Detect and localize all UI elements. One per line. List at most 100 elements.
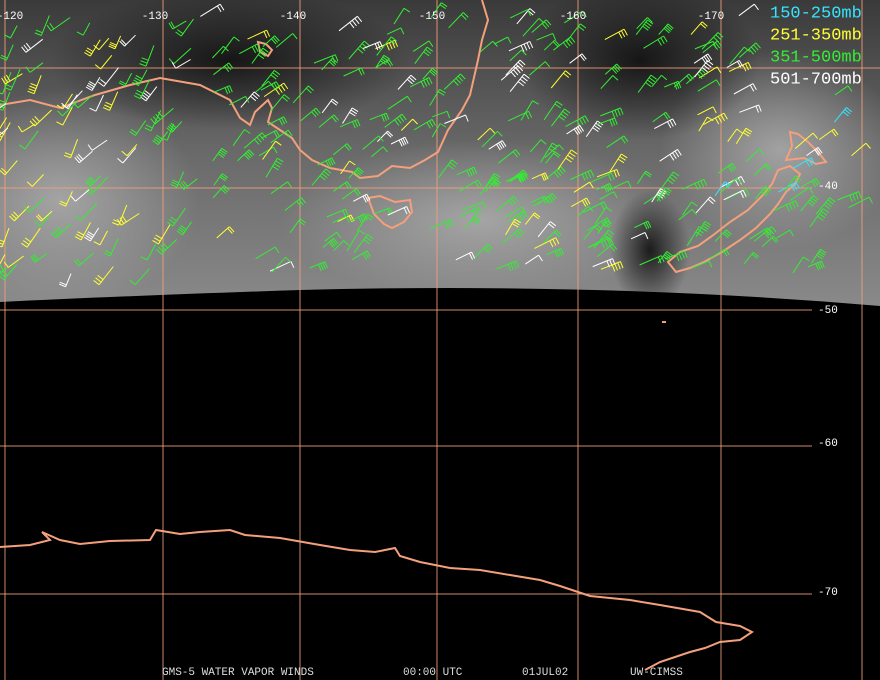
wind-barb bbox=[739, 104, 762, 113]
wind-barb bbox=[508, 40, 534, 53]
wind-barb bbox=[338, 15, 363, 32]
wind-barb bbox=[74, 252, 94, 267]
wind-barb bbox=[544, 166, 566, 181]
wind-barb bbox=[228, 95, 250, 106]
wind-barb bbox=[166, 121, 183, 133]
coastlines bbox=[0, 0, 828, 671]
longitude-label: -160 bbox=[560, 11, 586, 23]
wind-barb bbox=[540, 142, 559, 163]
wind-barb bbox=[834, 85, 853, 96]
wind-barb bbox=[496, 196, 519, 212]
wind-barb bbox=[509, 73, 530, 93]
wind-barb bbox=[636, 17, 653, 30]
wind-barb bbox=[639, 255, 665, 266]
wind-barb bbox=[75, 202, 98, 221]
wind-barb bbox=[414, 46, 433, 64]
wind-barb bbox=[129, 120, 147, 136]
wind-barb bbox=[216, 226, 235, 239]
wind-barb bbox=[596, 169, 620, 178]
wind-barb bbox=[807, 260, 825, 271]
wind-barb bbox=[56, 106, 73, 126]
wind-barb bbox=[589, 237, 614, 249]
wind-barb bbox=[522, 18, 545, 37]
wind-barb bbox=[270, 181, 293, 195]
wind-barb bbox=[321, 98, 339, 114]
wind-barb bbox=[815, 197, 836, 215]
wind-barb bbox=[87, 139, 108, 151]
wind-barb bbox=[481, 131, 503, 148]
wind-barb bbox=[413, 118, 436, 131]
wind-barb bbox=[140, 244, 156, 261]
wind-barb bbox=[108, 35, 122, 50]
wind-barb bbox=[17, 123, 36, 133]
wind-barb bbox=[656, 187, 672, 202]
wind-barb bbox=[213, 62, 234, 76]
wind-barb bbox=[93, 37, 110, 51]
wind-barb bbox=[651, 74, 668, 87]
wind-barb bbox=[85, 77, 101, 91]
wind-barb bbox=[536, 32, 556, 41]
wind-barb bbox=[719, 177, 742, 194]
wind-barb bbox=[387, 95, 412, 110]
wind-barb bbox=[4, 68, 21, 91]
wind-barb bbox=[340, 119, 361, 129]
wind-barb bbox=[324, 231, 342, 242]
wind-barb bbox=[697, 106, 717, 116]
wind-barb bbox=[25, 62, 44, 73]
wind-barb bbox=[384, 113, 407, 128]
map-labels: -120 -130 -140 -150 -160 -170 -40 -50 -6… bbox=[0, 11, 838, 599]
wind-barb bbox=[332, 215, 350, 224]
wind-barb bbox=[634, 220, 652, 230]
wind-barb bbox=[703, 112, 728, 126]
latitude-label: -60 bbox=[818, 438, 838, 450]
wind-barb bbox=[837, 191, 862, 202]
wind-barb bbox=[809, 208, 830, 228]
wind-barb bbox=[723, 189, 747, 201]
wind-barb bbox=[443, 73, 466, 90]
longitude-label: -140 bbox=[280, 11, 306, 23]
wind-barb bbox=[318, 114, 339, 128]
wind-barb bbox=[793, 157, 816, 169]
wind-barb bbox=[175, 18, 194, 37]
wind-barb bbox=[70, 189, 90, 202]
wind-barb bbox=[719, 176, 745, 189]
wind-barb bbox=[374, 58, 394, 69]
wind-barb bbox=[362, 41, 384, 51]
wind-barb bbox=[74, 150, 93, 164]
wind-barb bbox=[448, 12, 469, 29]
wind-barb bbox=[690, 21, 708, 35]
wind-barb bbox=[604, 28, 628, 41]
wind-barb bbox=[573, 181, 594, 193]
wind-barb bbox=[170, 171, 185, 188]
wind-barb bbox=[599, 191, 618, 200]
wind-barb bbox=[348, 40, 370, 60]
wind-barb bbox=[735, 127, 753, 145]
legend-label: 251-350mb bbox=[770, 26, 862, 45]
wind-barb bbox=[84, 39, 101, 57]
wind-barb bbox=[545, 151, 561, 164]
wind-barb bbox=[117, 147, 137, 164]
wind-barb bbox=[397, 74, 417, 90]
wind-barb bbox=[773, 200, 799, 212]
wind-barb bbox=[1, 73, 23, 85]
wind-barb bbox=[594, 206, 613, 225]
wind-barb bbox=[604, 63, 622, 75]
cloud-imagery bbox=[0, 0, 880, 306]
wind-barb bbox=[694, 40, 717, 50]
wind-barb bbox=[311, 168, 332, 186]
wind-barb bbox=[566, 23, 587, 42]
wind-barb bbox=[546, 247, 565, 258]
footer-text: UW-CIMSS bbox=[630, 667, 683, 679]
wind-barb bbox=[698, 66, 722, 79]
wind-barb bbox=[606, 135, 629, 149]
wind-barb bbox=[103, 238, 119, 257]
wind-barb bbox=[412, 40, 434, 52]
wind-barb bbox=[543, 100, 563, 121]
wind-barb bbox=[600, 107, 624, 118]
wind-barb bbox=[212, 147, 228, 162]
wind-barb bbox=[430, 2, 448, 18]
wind-barb bbox=[284, 197, 306, 211]
wind-barb bbox=[506, 173, 526, 183]
wind-barb bbox=[444, 114, 469, 124]
wind-barb bbox=[643, 35, 668, 49]
